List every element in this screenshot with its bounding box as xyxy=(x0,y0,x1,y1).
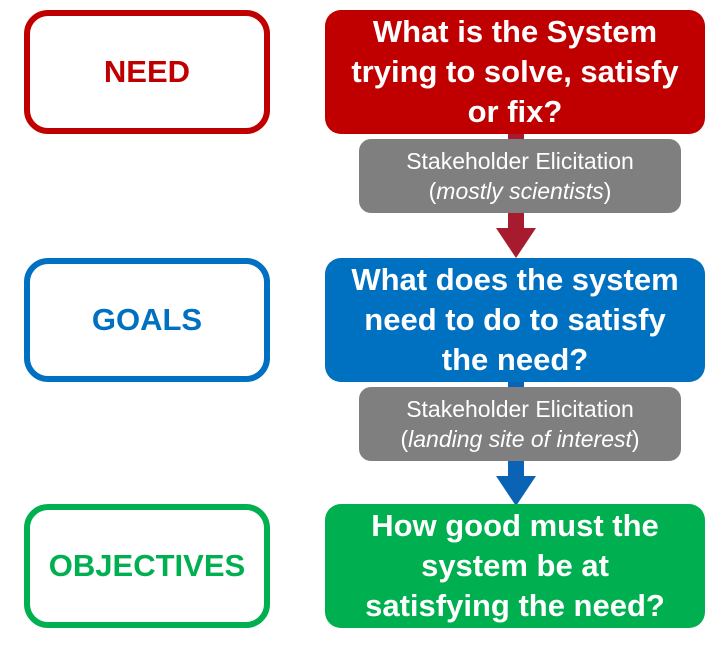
need-label: NEED xyxy=(103,54,191,89)
arrowhead-need-to-goals xyxy=(496,228,536,258)
objectives-label-box: OBJECTIVES xyxy=(24,504,270,628)
objectives-question-text: How good must the system be at satisfyin… xyxy=(365,508,665,623)
elicitation-box-1: Stakeholder Elicitation (mostly scientis… xyxy=(359,139,681,213)
need-question-text: What is the System trying to solve, sati… xyxy=(351,14,679,129)
elicitation-title-2: Stakeholder Elicitation xyxy=(406,396,634,422)
elicitation-detail-2: (landing site of interest) xyxy=(400,426,640,452)
goals-question-text: What does the system need to do to satis… xyxy=(351,262,679,377)
goals-label: GOALS xyxy=(91,302,203,337)
elicitation-box-2: Stakeholder Elicitation (landing site of… xyxy=(359,387,681,461)
objectives-label: OBJECTIVES xyxy=(48,548,246,583)
objectives-question-box: How good must the system be at satisfyin… xyxy=(325,504,705,628)
elicitation-detail-1: (mostly scientists) xyxy=(428,178,612,204)
elicitation-title-1: Stakeholder Elicitation xyxy=(406,148,634,174)
need-label-box: NEED xyxy=(24,10,270,134)
need-question-box: What is the System trying to solve, sati… xyxy=(325,10,705,134)
goals-label-box: GOALS xyxy=(24,258,270,382)
arrowhead-goals-to-objectives xyxy=(496,476,536,506)
goals-question-box: What does the system need to do to satis… xyxy=(325,258,705,382)
